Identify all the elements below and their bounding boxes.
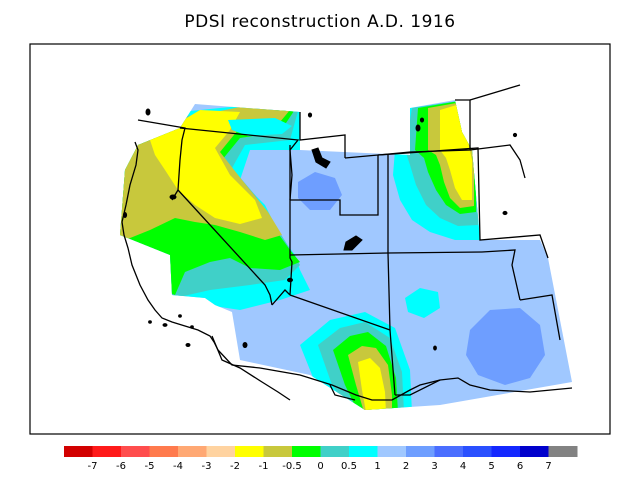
legend-tick-label: 1 — [374, 461, 380, 472]
great-salt-lake-mark — [343, 235, 363, 251]
island-mark-1 — [145, 108, 151, 116]
field-wet-nm — [466, 308, 545, 385]
boundaries — [121, 84, 573, 401]
legend-swatch — [263, 446, 293, 457]
legend-tick-label: 7 — [545, 461, 551, 472]
legend-tick-label: -6 — [116, 461, 126, 472]
island-mark-5 — [190, 325, 194, 329]
ks-border — [481, 249, 521, 301]
legend-swatch — [377, 446, 407, 457]
legend-swatch — [491, 446, 521, 457]
legend-tick-label: -5 — [145, 461, 155, 472]
legend-swatch — [548, 446, 578, 457]
legend-tick-label: -0.5 — [282, 461, 302, 472]
legend-tick-label: -2 — [230, 461, 240, 472]
oregon-border — [137, 119, 186, 201]
legend-tick-label: 5 — [488, 461, 494, 472]
field-yellow-nw — [150, 110, 262, 224]
lake-mark-sd-2 — [419, 117, 425, 123]
legend-swatch — [463, 446, 492, 457]
lake-mead-mark — [287, 277, 293, 283]
map-title: PDSI reconstruction A.D. 1916 — [184, 12, 456, 32]
island-mark-7 — [148, 320, 152, 324]
legend-tick-label: 2 — [403, 461, 409, 472]
legend-tick-label: 0 — [317, 461, 323, 472]
sonora-line — [329, 384, 356, 401]
legend-swatch — [406, 446, 435, 457]
legend-tick-label: 0.5 — [341, 461, 357, 472]
ok-border — [519, 294, 561, 341]
legend-swatch — [149, 446, 179, 457]
lake-tahoe-mark — [169, 194, 177, 200]
legend-tick-label: -4 — [173, 461, 183, 472]
field-cyan-patch — [405, 288, 440, 318]
sd-east-border — [469, 144, 526, 179]
legend-swatch — [178, 446, 207, 457]
ut-wy-border — [290, 155, 379, 216]
map-frame — [29, 43, 611, 435]
legend-tick-label: 3 — [431, 461, 437, 472]
ut-co-az-nm-border — [387, 155, 396, 396]
field-yellow-az — [358, 358, 386, 410]
legend-tick-label: 4 — [460, 461, 466, 472]
lake-mark-nd — [512, 132, 518, 138]
mt-id-border — [299, 112, 346, 158]
legend-swatch — [320, 446, 350, 457]
field-cyan-strip — [228, 118, 292, 136]
legend-swatch — [64, 446, 93, 457]
lake-mark-ne — [502, 210, 508, 216]
ca-nv-border — [177, 189, 273, 306]
lake-mark-mt — [307, 112, 313, 118]
island-mark-3 — [162, 323, 168, 327]
legend-swatch — [292, 446, 321, 457]
bay-mark — [122, 212, 128, 218]
legend-swatch — [92, 446, 122, 457]
baja-coast — [211, 335, 291, 401]
legend-swatch — [206, 446, 236, 457]
lakes-and-islands — [122, 108, 518, 351]
legend-swatch — [349, 446, 378, 457]
legend-tick-label: -7 — [88, 461, 98, 472]
legend-swatch — [434, 446, 464, 457]
island-mark-4 — [242, 342, 248, 348]
sd-border — [344, 99, 471, 159]
legend-tick-label: -1 — [259, 461, 269, 472]
legend-swatch — [520, 446, 549, 457]
legend-swatch — [235, 446, 264, 457]
island-mark-6 — [178, 314, 182, 318]
legend-tick-label: 6 — [517, 461, 523, 472]
az-nv-corner — [271, 289, 291, 306]
nd-border — [469, 84, 521, 101]
nv-ut-border — [289, 145, 293, 296]
island-mark-2 — [185, 343, 191, 347]
nm-tx-border — [395, 379, 441, 396]
yellowstone-lake-mark — [311, 147, 331, 169]
az-ut-border — [289, 294, 391, 331]
pacific-coastline — [121, 141, 219, 351]
legend-swatch — [121, 446, 150, 457]
lake-mark-nm — [433, 345, 437, 351]
legend-tick-label: -3 — [202, 461, 212, 472]
lake-mark-sd-1 — [415, 124, 421, 132]
